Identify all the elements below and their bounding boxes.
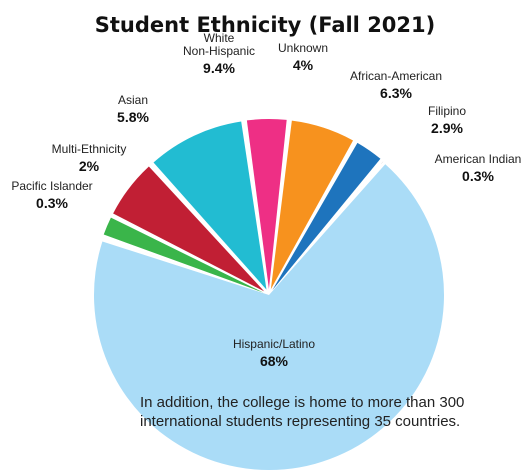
- slice-value-hispanic-latino: 68%: [260, 353, 289, 369]
- slice-value-filipino: 2.9%: [431, 120, 463, 136]
- slice-filipino: [272, 142, 381, 291]
- slice-value-pacific-islander: 0.3%: [36, 195, 68, 211]
- slice-white-non-hispanic: [153, 121, 267, 290]
- slice-label-filipino: Filipino: [428, 104, 466, 118]
- slice-value-american-indian: 0.3%: [462, 168, 494, 184]
- slice-label-multi-ethnicity: Multi-Ethnicity: [52, 142, 127, 156]
- slice-asian: [113, 166, 265, 292]
- slice-american-indian: [272, 161, 384, 291]
- slice-hispanic-latino: [93, 164, 444, 470]
- slice-value-asian: 5.8%: [117, 109, 149, 125]
- pie-labels: Unknown 4% African-American 6.3% Filipino 2.9…: [11, 31, 521, 369]
- chart-title: Student Ethnicity (Fall 2021): [95, 13, 436, 37]
- slice-label-white-non-hispanic: White Non-Hispanic: [183, 31, 255, 58]
- slice-label-african-american: African-American: [350, 69, 442, 83]
- footnote: In addition, the college is home to more…: [140, 394, 465, 430]
- slice-label-asian: Asian: [118, 93, 148, 107]
- slice-value-african-american: 6.3%: [380, 85, 412, 101]
- slice-label-hispanic-latino: Hispanic/Latino: [233, 337, 315, 351]
- slice-value-white-non-hispanic: 9.4%: [203, 60, 235, 76]
- slice-african-american: [270, 120, 354, 290]
- slice-value-multi-ethnicity: 2%: [79, 158, 100, 174]
- pie-slices: [93, 119, 444, 470]
- slice-label-pacific-islander: Pacific Islander: [11, 179, 92, 193]
- slice-unknown: [246, 119, 287, 290]
- slice-label-unknown: Unknown: [278, 41, 328, 55]
- slice-label-american-indian: American Indian: [435, 152, 522, 166]
- slice-pacific-islander: [102, 237, 264, 294]
- slice-multi-ethnicity: [103, 217, 264, 293]
- slice-value-unknown: 4%: [293, 57, 314, 73]
